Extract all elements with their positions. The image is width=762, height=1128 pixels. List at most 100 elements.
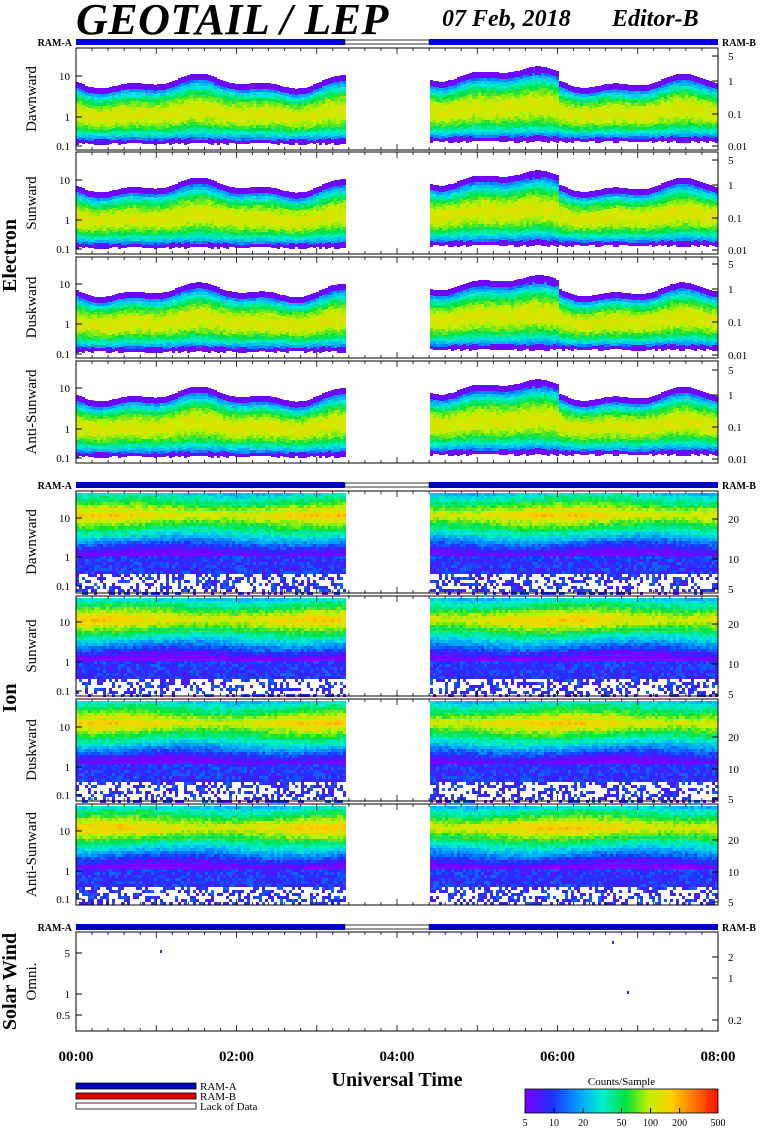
spectrogram-cell	[82, 90, 85, 93]
spectrogram-cell	[154, 103, 157, 106]
spectrogram-cell	[127, 98, 130, 101]
spectrogram-cell	[82, 87, 85, 90]
spectrogram-cell	[181, 101, 184, 104]
spectrogram-cell	[127, 83, 130, 86]
spectrogram-cell	[166, 128, 169, 131]
spectrogram-cell	[154, 91, 157, 94]
spectrogram-cell	[178, 78, 181, 81]
spectrogram-cell	[145, 99, 148, 102]
spectrogram-cell	[106, 97, 109, 100]
spectrogram-cell	[88, 120, 91, 123]
spectrogram-cell	[94, 124, 97, 127]
spectrogram-cell	[88, 108, 91, 111]
spectrogram-cell	[187, 96, 190, 99]
spectrogram-cell	[199, 101, 202, 104]
spectrogram-cell	[130, 107, 133, 110]
spectrogram-cell	[184, 112, 187, 115]
spectrogram-cell	[172, 126, 175, 129]
spectrogram-cell	[175, 113, 178, 116]
spectrogram-cell	[178, 132, 181, 135]
spectrogram-cell	[91, 102, 94, 105]
spectrogram-cell	[199, 137, 202, 140]
spectrogram-cell	[196, 89, 199, 92]
spectrogram-cell	[160, 123, 163, 126]
spectrogram-cell	[133, 128, 136, 131]
spectrogram-cell	[184, 121, 187, 124]
spectrogram-cell	[178, 117, 181, 120]
spectrogram-cell	[196, 125, 199, 128]
spectrogram-cell	[193, 128, 196, 131]
spectrogram-cell	[97, 112, 100, 115]
spectrogram-cell	[106, 91, 109, 94]
spectrogram-cell	[181, 89, 184, 92]
spectrogram-cell	[196, 122, 199, 125]
spectrogram-cell	[163, 90, 166, 93]
spectrogram-cell	[157, 105, 160, 108]
spectrogram-cell	[148, 135, 151, 138]
spectrogram-cell	[181, 110, 184, 113]
spectrogram-cell	[160, 105, 163, 108]
spectrogram-cell	[139, 89, 142, 92]
spectrogram-cell	[91, 108, 94, 111]
spectrogram-cell	[151, 120, 154, 123]
spectrogram-cell	[199, 116, 202, 119]
spectrogram-cell	[91, 141, 94, 144]
spectrogram-cell	[124, 93, 127, 96]
spectrogram-cell	[136, 101, 139, 104]
spectrogram-cell	[181, 128, 184, 131]
spectrogram-cell	[199, 134, 202, 137]
spectrogram-cell	[91, 135, 94, 138]
spectrogram-cell	[160, 102, 163, 105]
spectrogram-cell	[142, 132, 145, 135]
spectrogram-cell	[199, 86, 202, 89]
spectrogram-cell	[154, 121, 157, 124]
spectrogram-cell	[142, 111, 145, 114]
spectrogram-cell	[145, 84, 148, 87]
spectrogram-cell	[178, 141, 181, 144]
spectrogram-cell	[169, 88, 172, 91]
spectrogram-cell	[169, 82, 172, 85]
spectrogram-cell	[103, 97, 106, 100]
spectrogram-cell	[190, 77, 193, 80]
spectrogram-cell	[181, 131, 184, 134]
spectrogram-cell	[193, 86, 196, 89]
spectrogram-cell	[154, 124, 157, 127]
spectrogram-cell	[202, 104, 205, 107]
spectrogram-cell	[211, 136, 214, 139]
spectrogram-cell	[211, 124, 214, 127]
spectrogram-cell	[208, 96, 211, 99]
spectrogram-cell	[160, 90, 163, 93]
spectrogram-cell	[121, 138, 124, 141]
spectrogram-cell	[148, 117, 151, 120]
spectrogram-cell	[163, 105, 166, 108]
spectrogram-cell	[190, 119, 193, 122]
spectrogram-cell	[145, 141, 148, 144]
spectrogram-cell	[109, 87, 112, 90]
spectrogram-cell	[91, 129, 94, 132]
spectrogram-cell	[166, 83, 169, 86]
spectrogram-cell	[145, 123, 148, 126]
spectrogram-cell	[124, 141, 127, 144]
spectrogram-cell	[190, 131, 193, 134]
spectrogram-cell	[175, 140, 178, 143]
spectrogram-cell	[88, 105, 91, 108]
spectrogram-cell	[130, 140, 133, 143]
spectrogram-cell	[193, 83, 196, 86]
spectrogram-cell	[145, 102, 148, 105]
spectrogram-cell	[217, 82, 220, 85]
spectrogram-cell	[112, 107, 115, 110]
spectrogram-cell	[124, 114, 127, 117]
spectrogram-cell	[115, 101, 118, 104]
spectrogram-cell	[94, 115, 97, 118]
spectrogram-cell	[100, 121, 103, 124]
spectrogram-cell	[205, 110, 208, 113]
spectrogram-cell	[121, 84, 124, 87]
spectrogram-cell	[133, 131, 136, 134]
spectrogram-cell	[94, 106, 97, 109]
spectrogram-cell	[94, 103, 97, 106]
spectrogram-cell	[103, 133, 106, 136]
spectrogram-cell	[127, 113, 130, 116]
spectrogram-cell	[205, 119, 208, 122]
spectrogram-cell	[148, 93, 151, 96]
spectrogram-cell	[211, 142, 214, 145]
